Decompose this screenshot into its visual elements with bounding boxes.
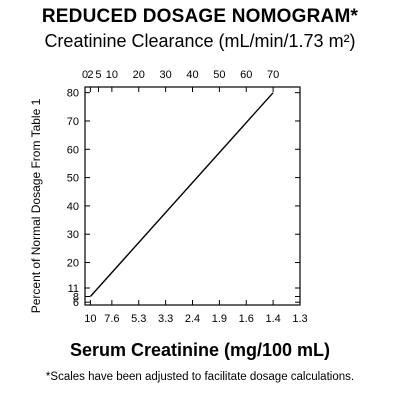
bottom-tick-label: 3.3 xyxy=(158,313,173,325)
bottom-tick-label: 1.4 xyxy=(265,313,280,325)
y-tick-label: 11 xyxy=(68,283,79,295)
top-tick-label: 5 xyxy=(95,69,101,81)
bottom-tick-label: 2.4 xyxy=(185,313,200,325)
plot-frame xyxy=(84,86,301,306)
top-tick-label: 2 xyxy=(87,69,93,81)
top-tick-label: 40 xyxy=(186,69,198,81)
y-tick-label: 30 xyxy=(67,229,79,241)
bottom-axis-ticks: 10 7.6 5.3 3.3 2.4 1.9 1.6 1.4 1.3 xyxy=(84,300,308,325)
y-tick-label: 80 xyxy=(67,88,79,100)
y-tick-label: 70 xyxy=(67,116,79,128)
top-tick-label: 30 xyxy=(160,69,172,81)
chart-title: REDUCED DOSAGE NOMOGRAM* xyxy=(41,6,359,27)
y-tick-label: 60 xyxy=(67,144,79,156)
bottom-tick-label: 1.3 xyxy=(292,313,307,325)
top-tick-label: 0 xyxy=(82,69,88,81)
y-tick-label: 6 xyxy=(73,297,79,309)
y-tick-label: 8 xyxy=(73,292,79,304)
bottom-tick-label: 1.9 xyxy=(212,313,227,325)
top-axis-ticks: 0 2 5 10 20 30 40 50 60 70 xyxy=(82,69,279,92)
top-axis-title: Creatinine Clearance (mL/min/1.73 m²) xyxy=(44,31,356,51)
y-axis-label: Percent of Normal Dosage From Table 1 xyxy=(29,98,43,313)
x-axis-title: Serum Creatinine (mg/100 mL) xyxy=(69,340,331,360)
bottom-tick-label: 1.6 xyxy=(239,313,254,325)
bottom-tick-label: 5.3 xyxy=(131,313,146,325)
series-group xyxy=(89,92,274,297)
y-tick-label: 40 xyxy=(67,201,79,213)
top-tick-label: 50 xyxy=(213,69,225,81)
y-tick-label: 20 xyxy=(67,258,79,270)
bottom-tick-label: 7.6 xyxy=(104,313,119,325)
bottom-tick-label: 10 xyxy=(84,313,96,325)
dosage-line xyxy=(89,92,274,297)
footnote: *Scales have been adjusted to facilitate… xyxy=(45,371,355,383)
top-tick-label: 20 xyxy=(133,69,145,81)
y-tick-label: 50 xyxy=(67,173,79,185)
top-tick-label: 60 xyxy=(240,69,252,81)
top-tick-label: 70 xyxy=(267,69,279,81)
top-tick-label: 10 xyxy=(106,69,118,81)
